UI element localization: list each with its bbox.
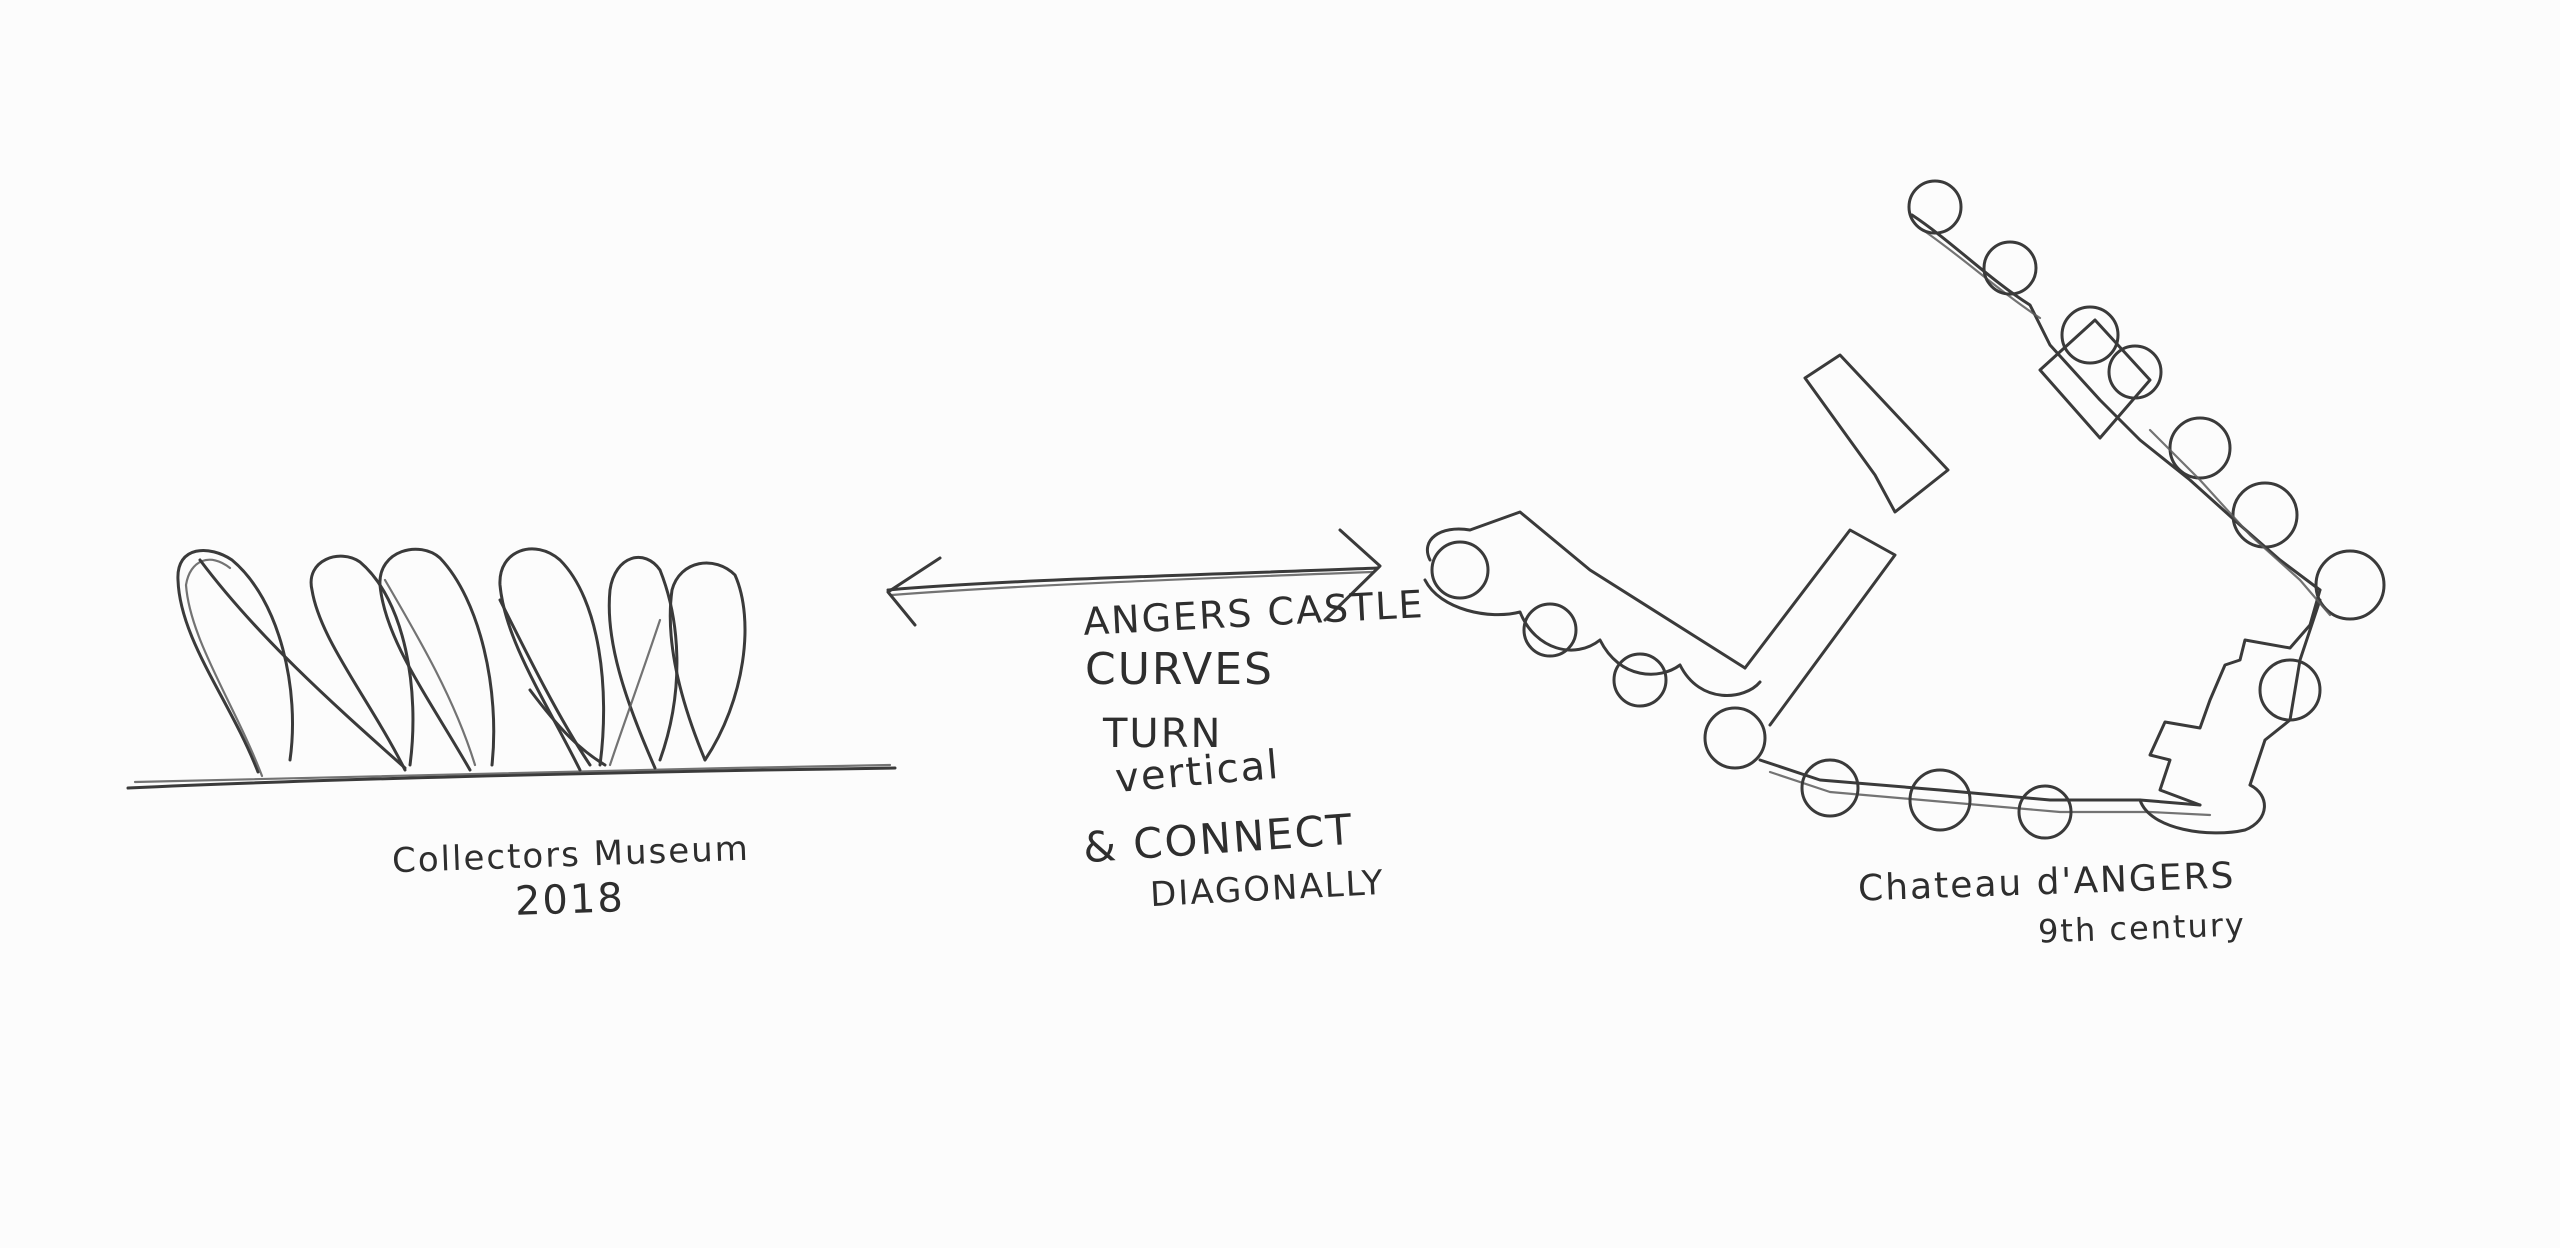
- museum-diagonal-3: [528, 688, 607, 767]
- museum-loop-2: [309, 554, 415, 772]
- museum-caption-year: 2018: [514, 875, 626, 925]
- castle-tower-s1: [1800, 758, 1860, 818]
- castle-tower-w3: [1612, 652, 1668, 708]
- castle-tower-ne7: [2314, 549, 2386, 621]
- arrowhead-right: [1323, 528, 1382, 622]
- castle-rectangle-block: [1803, 353, 1950, 514]
- museum-loop-4: [498, 547, 606, 772]
- castle-west-wall-lower: [1423, 578, 1762, 697]
- castle-west-wall: [1426, 510, 1747, 670]
- arrowhead-left: [886, 556, 942, 627]
- castle-tower-w2: [1522, 602, 1578, 658]
- castle-east-wall: [2248, 598, 2322, 787]
- connection-arrow: [886, 528, 1382, 627]
- castle-tower-ne2: [1982, 240, 2038, 296]
- museum-diagonal-2: [498, 598, 592, 767]
- castle-east-bastion: [2148, 588, 2322, 807]
- museum-ground-line: [126, 766, 897, 790]
- museum-diagonal-1: [198, 558, 407, 770]
- chateau-caption-century: 9th century: [2037, 905, 2247, 951]
- chateau-angers-plan: [1423, 179, 2386, 840]
- museum-loop-6: [668, 561, 747, 762]
- castle-tower-ne3: [2060, 305, 2120, 365]
- castle-tower-ne4: [2107, 344, 2163, 400]
- castle-northeast-wall: [1910, 213, 2322, 592]
- castle-south-wall: [1758, 758, 2202, 807]
- castle-inner-arm: [1743, 528, 1897, 727]
- castle-tower-ne1: [1907, 179, 1963, 235]
- collectors-museum-sketch: [126, 547, 897, 790]
- arrow-shaft: [886, 566, 1380, 592]
- castle-gatehouse: [2038, 318, 2152, 440]
- museum-loop-1: [176, 548, 294, 774]
- castle-tower-ne6: [2231, 481, 2299, 549]
- castle-tower-w1: [1430, 540, 1490, 600]
- note-line-curves: CURVES: [1085, 644, 1274, 695]
- castle-tower-s3: [2017, 784, 2073, 840]
- castle-tower-s2: [1908, 768, 1972, 832]
- castle-tower-s4: [2138, 783, 2266, 835]
- museum-loop-3: [378, 547, 496, 772]
- castle-tower-w4: [1703, 706, 1767, 770]
- note-line-turn: TURN: [1103, 711, 1223, 757]
- castle-tower-ne5: [2168, 416, 2232, 480]
